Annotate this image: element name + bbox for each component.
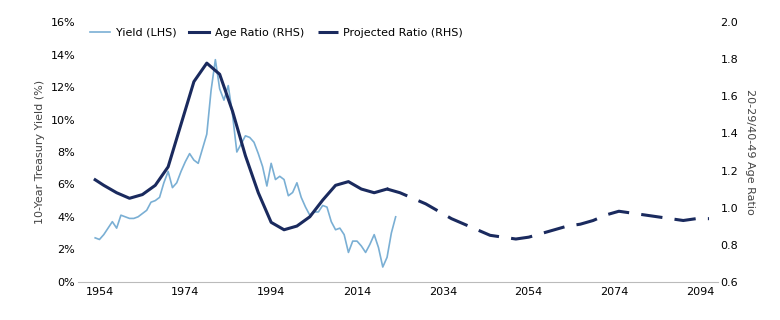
Age Ratio (RHS) [99,183,108,187]
Age Ratio (RHS) [344,180,353,184]
Projected Ratio (RHS) [640,213,649,217]
Age Ratio (RHS) [190,80,199,84]
Legend: Yield (LHS), Age Ratio (RHS), Projected Ratio (RHS): Yield (LHS), Age Ratio (RHS), Projected … [90,28,463,38]
Projected Ratio (RHS) [588,219,597,222]
Line: Age Ratio (RHS): Age Ratio (RHS) [95,63,387,230]
Projected Ratio (RHS) [679,219,688,222]
Projected Ratio (RHS) [704,217,714,220]
Projected Ratio (RHS) [627,211,636,215]
Projected Ratio (RHS) [665,217,675,220]
Yield (LHS) [275,174,285,178]
Projected Ratio (RHS) [524,235,534,239]
Projected Ratio (RHS) [614,209,623,213]
Age Ratio (RHS) [164,165,173,169]
Projected Ratio (RHS) [511,237,520,241]
Yield (LHS) [241,134,250,138]
Age Ratio (RHS) [228,109,237,113]
Yield (LHS) [211,58,220,61]
Age Ratio (RHS) [292,224,302,228]
Projected Ratio (RHS) [498,235,508,239]
Age Ratio (RHS) [382,187,392,191]
Age Ratio (RHS) [254,191,263,195]
Age Ratio (RHS) [151,183,160,187]
Projected Ratio (RHS) [576,222,585,226]
Projected Ratio (RHS) [537,232,546,236]
Age Ratio (RHS) [112,191,122,195]
Age Ratio (RHS) [356,187,366,191]
Projected Ratio (RHS) [562,224,572,228]
Age Ratio (RHS) [202,61,211,65]
Age Ratio (RHS) [370,191,379,195]
Age Ratio (RHS) [267,220,276,224]
Age Ratio (RHS) [90,178,100,182]
Age Ratio (RHS) [305,215,314,219]
Age Ratio (RHS) [176,122,186,126]
Yield (LHS) [365,243,374,246]
Age Ratio (RHS) [331,183,340,187]
Projected Ratio (RHS) [447,217,456,220]
Projected Ratio (RHS) [550,228,559,232]
Yield (LHS) [90,236,100,240]
Y-axis label: 20-29/40-49 Age Ratio: 20-29/40-49 Age Ratio [745,89,755,215]
Age Ratio (RHS) [318,198,328,202]
Age Ratio (RHS) [125,196,134,200]
Age Ratio (RHS) [279,228,289,232]
Yield (LHS) [99,233,108,236]
Projected Ratio (RHS) [395,191,405,195]
Projected Ratio (RHS) [434,209,443,213]
Yield (LHS) [382,255,392,259]
Line: Projected Ratio (RHS): Projected Ratio (RHS) [387,189,709,239]
Age Ratio (RHS) [138,193,147,196]
Yield (LHS) [133,215,143,219]
Yield (LHS) [378,265,388,269]
Projected Ratio (RHS) [408,196,417,200]
Projected Ratio (RHS) [459,222,469,226]
Projected Ratio (RHS) [691,217,700,220]
Projected Ratio (RHS) [473,228,482,232]
Projected Ratio (RHS) [485,233,495,237]
Y-axis label: 10-Year Treasury Yield (%): 10-Year Treasury Yield (%) [35,80,45,224]
Yield (LHS) [391,215,400,219]
Age Ratio (RHS) [215,72,225,76]
Projected Ratio (RHS) [382,187,392,191]
Age Ratio (RHS) [241,154,250,158]
Projected Ratio (RHS) [653,215,662,219]
Line: Yield (LHS): Yield (LHS) [95,60,395,267]
Projected Ratio (RHS) [601,213,611,217]
Projected Ratio (RHS) [421,202,431,206]
